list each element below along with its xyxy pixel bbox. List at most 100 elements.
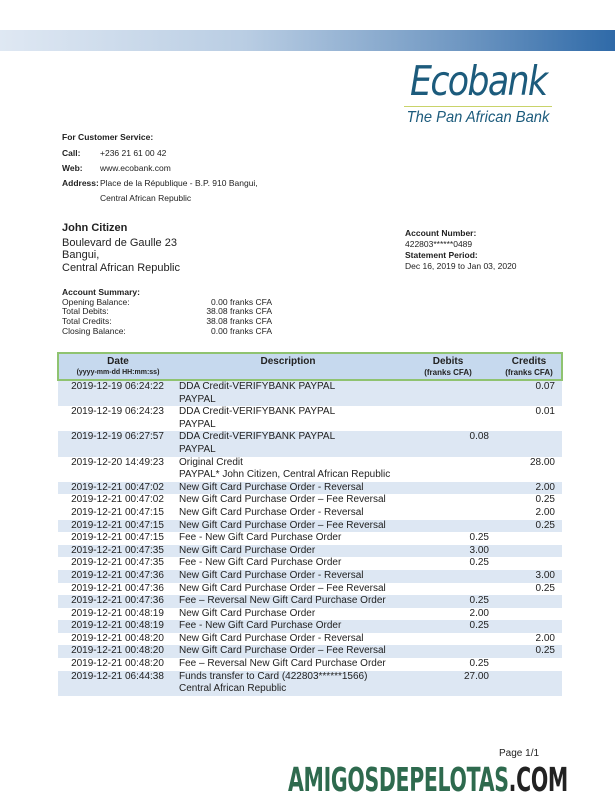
summary-value: 38.08 franks CFA bbox=[206, 306, 272, 317]
table-row: 2019-12-21 00:48:19 New Gift Card Purchas… bbox=[58, 608, 562, 621]
row-description: Fee - New Gift Card Purchase Order bbox=[179, 532, 342, 544]
customer-service-title: For Customer Service: bbox=[62, 132, 154, 142]
table-row: 2019-12-21 00:47:36 New Gift Card Purchas… bbox=[58, 583, 562, 596]
row-description: New Gift Card Purchase Order - Reversal bbox=[177, 481, 399, 495]
row-description-detail: PAYPAL bbox=[179, 393, 216, 405]
row-credit: 0.25 bbox=[535, 494, 555, 506]
row-description: Original Credit PAYPAL* John Citizen, Cen… bbox=[179, 456, 391, 481]
row-debit bbox=[399, 380, 497, 407]
logo-divider bbox=[404, 106, 552, 107]
row-date: 2019-12-21 00:47:36 bbox=[71, 582, 164, 594]
row-debit bbox=[399, 406, 497, 431]
logo-wordmark: Ecobank bbox=[410, 57, 548, 105]
customer-line3: Central African Republic bbox=[62, 261, 181, 274]
row-description: New Gift Card Purchase Order – Fee Rever… bbox=[177, 519, 399, 533]
row-debit: 0.25 bbox=[399, 620, 497, 633]
row-description: DDA Credit-VERIFYBANK PAYPAL PAYPAL bbox=[177, 380, 399, 407]
row-description: DDA Credit-VERIFYBANK PAYPAL PAYPAL bbox=[177, 431, 399, 457]
summary-label: Opening Balance: bbox=[62, 296, 130, 307]
row-credit bbox=[497, 544, 562, 558]
row-description: New Gift Card Purchase Order - Reversal bbox=[179, 632, 364, 644]
row-date: 2019-12-19 06:24:22 bbox=[58, 380, 177, 407]
table-row: 2019-12-21 00:47:02 New Gift Card Purchas… bbox=[58, 494, 562, 507]
account-number: 422803******0489 bbox=[405, 239, 473, 249]
statement-period-label: Statement Period: bbox=[405, 250, 478, 260]
table-row: 2019-12-21 00:48:20 New Gift Card Purchas… bbox=[58, 633, 562, 646]
row-credit: 0.07 bbox=[497, 380, 562, 407]
row-description: Fee - New Gift Card Purchase Order bbox=[179, 557, 342, 569]
row-date: 2019-12-21 00:47:15 bbox=[71, 532, 164, 544]
row-date: 2019-12-21 00:47:36 bbox=[58, 569, 177, 583]
row-date: 2019-12-21 00:47:15 bbox=[58, 519, 177, 533]
row-date: 2019-12-21 00:47:35 bbox=[58, 544, 177, 558]
row-debit bbox=[399, 481, 497, 495]
row-date: 2019-12-19 06:24:23 bbox=[71, 406, 164, 418]
header-date-format: (yyyy-mm-dd HH:mm:ss) bbox=[76, 369, 160, 376]
summary-label: Total Credits: bbox=[62, 316, 112, 327]
row-date: 2019-12-21 00:47:02 bbox=[71, 494, 164, 506]
row-credit: 0.25 bbox=[497, 645, 562, 659]
row-debit: 27.00 bbox=[399, 670, 497, 696]
row-credit bbox=[497, 608, 562, 621]
row-date: 2019-12-20 14:49:23 bbox=[71, 456, 164, 468]
summary-title: Account Summary: bbox=[62, 287, 140, 297]
logo-tagline: The Pan African Bank bbox=[406, 109, 550, 126]
ecobank-logo: Ecobank The Pan African Bank bbox=[398, 58, 558, 127]
header-credits-unit: (franks CFA) bbox=[505, 368, 553, 377]
row-description: New Gift Card Purchase Order – Fee Rever… bbox=[177, 645, 399, 659]
row-description-detail: Central African Republic bbox=[179, 683, 287, 695]
row-description-detail: PAYPAL bbox=[179, 443, 216, 455]
table-row: 2019-12-20 14:49:23 Original Credit PAYPAL… bbox=[58, 457, 562, 482]
summary-value: 0.00 franks CFA bbox=[211, 325, 272, 336]
table-row: 2019-12-21 00:47:35 Fee - New Gift Card P… bbox=[58, 557, 562, 570]
row-debit: 2.00 bbox=[469, 607, 489, 619]
row-debit: 0.25 bbox=[469, 557, 489, 569]
row-debit bbox=[399, 519, 497, 533]
row-description: New Gift Card Purchase Order - Reversal bbox=[177, 569, 399, 583]
row-description: Fee - New Gift Card Purchase Order bbox=[177, 620, 399, 633]
table-header: Date (yyyy-mm-dd HH:mm:ss) Description De… bbox=[57, 352, 563, 381]
customer-line1: Boulevard de Gaulle 23 bbox=[62, 236, 177, 249]
row-debit bbox=[399, 633, 497, 646]
row-credit bbox=[497, 431, 562, 457]
account-number-label: Account Number: bbox=[405, 228, 477, 238]
header-debits-unit: (franks CFA) bbox=[424, 368, 472, 377]
row-credit bbox=[497, 658, 562, 671]
row-credit: 0.25 bbox=[535, 582, 555, 594]
summary-value: 38.08 franks CFA bbox=[206, 316, 272, 327]
table-row: 2019-12-21 00:47:36 Fee – Reversal New Gi… bbox=[58, 595, 562, 608]
row-description: Fee – Reversal New Gift Card Purchase Or… bbox=[179, 658, 386, 670]
row-description: Funds transfer to Card (422803******1566… bbox=[177, 670, 399, 696]
web-value[interactable]: www.ecobank.com bbox=[100, 163, 171, 173]
watermark: AMIGOSDEPELOTAS.COM bbox=[288, 760, 568, 799]
row-credit: 2.00 bbox=[535, 632, 555, 644]
row-date: 2019-12-21 06:44:38 bbox=[58, 670, 177, 696]
row-description: New Gift Card Purchase Order – Fee Rever… bbox=[179, 494, 386, 506]
row-date: 2019-12-21 00:48:20 bbox=[71, 658, 164, 670]
row-credit: 0.25 bbox=[497, 519, 562, 533]
table-row: 2019-12-21 00:48:19 Fee - New Gift Card P… bbox=[58, 620, 562, 633]
header-debits: Debits (franks CFA) bbox=[399, 352, 497, 381]
table-row: 2019-12-21 00:47:15 New Gift Card Purchas… bbox=[58, 519, 562, 533]
row-debit bbox=[399, 494, 497, 507]
row-description: New Gift Card Purchase Order - Reversal bbox=[179, 506, 364, 518]
header-banner bbox=[0, 30, 615, 51]
summary-value: 0.00 franks CFA bbox=[211, 296, 272, 307]
row-date: 2019-12-21 00:47:02 bbox=[58, 481, 177, 495]
row-credit bbox=[497, 532, 562, 545]
row-debit bbox=[399, 457, 497, 482]
row-date: 2019-12-21 00:47:15 bbox=[71, 506, 164, 518]
row-description: New Gift Card Purchase Order bbox=[177, 544, 399, 558]
customer-line2: Bangui, bbox=[62, 249, 100, 261]
row-credit bbox=[497, 620, 562, 633]
row-date: 2019-12-21 00:48:19 bbox=[71, 607, 164, 619]
row-description-detail: PAYPAL bbox=[179, 418, 216, 430]
row-date: 2019-12-21 00:48:19 bbox=[58, 620, 177, 633]
row-credit: 0.01 bbox=[535, 406, 555, 418]
row-date: 2019-12-21 00:47:36 bbox=[58, 595, 177, 608]
row-description-detail: PAYPAL* John Citizen, Central African Re… bbox=[179, 469, 391, 481]
row-date: 2019-12-21 00:47:35 bbox=[71, 557, 164, 569]
row-description: New Gift Card Purchase Order bbox=[179, 607, 316, 619]
table-row: 2019-12-21 00:48:20 Fee – Reversal New Gi… bbox=[58, 658, 562, 671]
web-label: Web: bbox=[62, 163, 83, 173]
